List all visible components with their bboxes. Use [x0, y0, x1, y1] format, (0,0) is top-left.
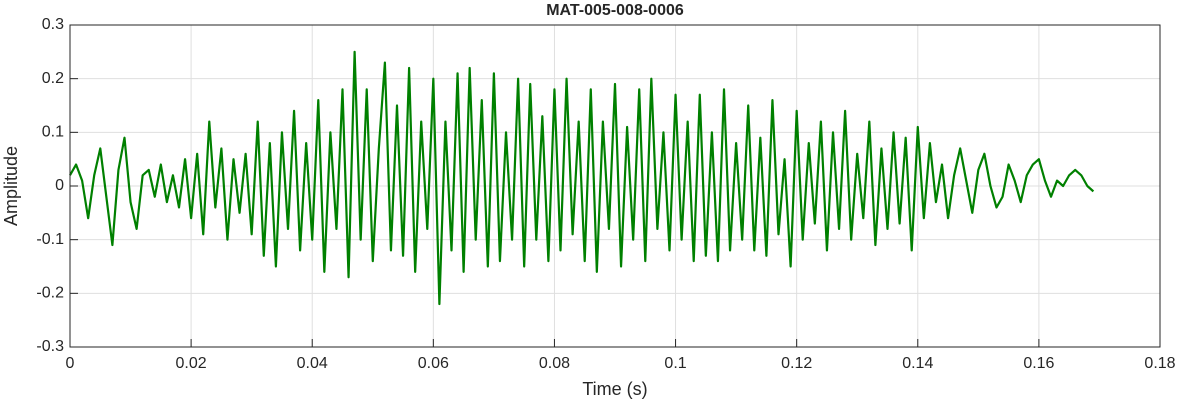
plot	[69, 50, 1095, 306]
x-tick-label: 0.08	[539, 355, 570, 372]
x-axis-label: Time (s)	[582, 379, 647, 399]
x-tick-label: 0.02	[176, 355, 207, 372]
x-tick-label: 0.12	[781, 355, 812, 372]
x-tick-label: 0.04	[297, 355, 328, 372]
y-tick-label: -0.1	[36, 231, 64, 248]
y-tick-label: -0.3	[36, 338, 64, 355]
y-tick-label: 0.2	[42, 70, 64, 87]
x-tick-label: 0.18	[1144, 355, 1175, 372]
x-tick-label: 0	[66, 355, 75, 372]
x-tick-label: 0.14	[902, 355, 933, 372]
ticks: -0.3 -0.2 -0.1 0 0.1 0.2 0.3 0 0.02 0.04 0.06 0.08 0…	[36, 16, 1175, 372]
y-tick-label: 0.1	[42, 124, 64, 141]
y-tick-label: -0.2	[36, 285, 64, 302]
x-tick-label: 0.16	[1023, 355, 1054, 372]
chart-title: MAT-005-008-0006	[546, 2, 684, 19]
y-tick-label: 0.3	[42, 16, 64, 33]
x-tick-label: 0.1	[664, 355, 686, 372]
waveform-line	[69, 50, 1095, 306]
y-axis-label: Amplitude	[1, 146, 21, 226]
y-tick-label: 0	[55, 177, 64, 194]
x-tick-label: 0.06	[418, 355, 449, 372]
